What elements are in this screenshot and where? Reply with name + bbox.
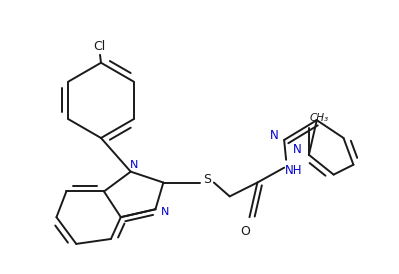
Text: Cl: Cl [93, 41, 105, 53]
Text: N: N [161, 207, 170, 217]
Text: N: N [270, 129, 279, 141]
Text: NH: NH [285, 164, 303, 177]
Text: O: O [241, 224, 251, 238]
Text: N: N [292, 143, 301, 156]
Text: S: S [203, 173, 211, 186]
Text: N: N [130, 160, 138, 170]
Text: CH₃: CH₃ [309, 113, 328, 123]
